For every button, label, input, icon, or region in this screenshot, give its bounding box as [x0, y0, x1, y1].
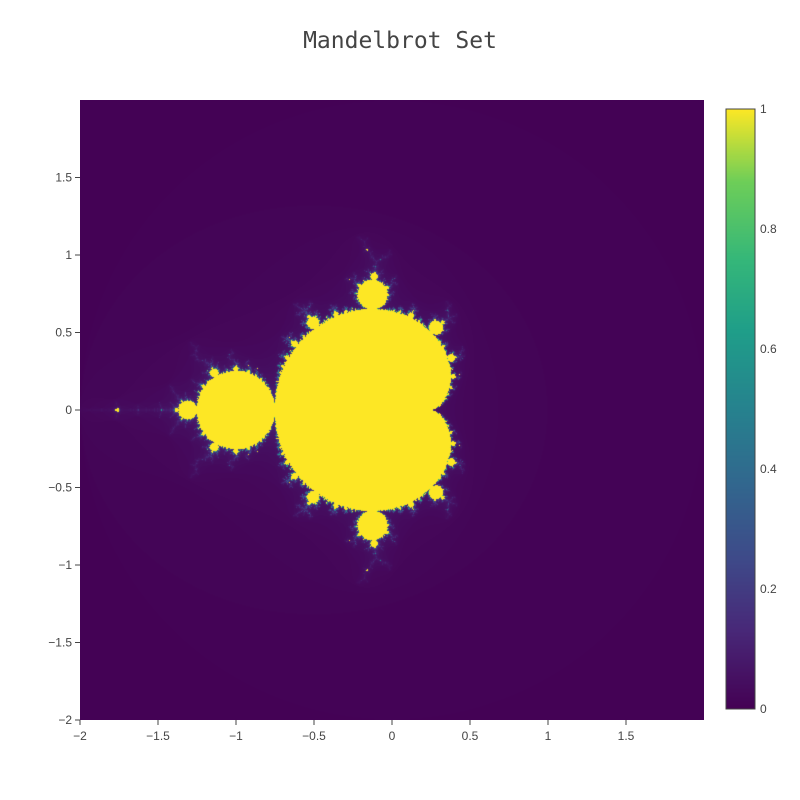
y-tick: 1	[65, 248, 80, 262]
y-tick-label: −0.5	[48, 481, 72, 495]
x-tick-label: −0.5	[302, 729, 326, 743]
y-axis: −2 −1.5 −1 −0.5 0 0.5 1 1.5	[48, 171, 80, 727]
colorbar-tick: 0.6	[760, 342, 777, 356]
x-tick: −2	[73, 720, 87, 743]
x-tick-label: −1.5	[146, 729, 170, 743]
x-tick: −0.5	[302, 720, 326, 743]
y-tick-label: 0	[65, 403, 72, 417]
x-tick: 1.5	[618, 720, 635, 743]
y-tick-label: −2	[58, 713, 72, 727]
colorbar-tick-label: 0.8	[760, 222, 777, 236]
x-tick: −1	[229, 720, 243, 743]
colorbar-tick-label: 0.2	[760, 582, 777, 596]
y-tick-label: −1	[58, 558, 72, 572]
x-tick-label: 1.5	[618, 729, 635, 743]
x-tick-label: 0.5	[462, 729, 479, 743]
colorbar-tick: 1	[760, 102, 767, 116]
colorbar-tick: 0	[760, 702, 767, 716]
x-tick: 0.5	[462, 720, 479, 743]
x-tick: −1.5	[146, 720, 170, 743]
colorbar-tick-label: 0.4	[760, 462, 777, 476]
y-tick-label: 0.5	[55, 326, 72, 340]
y-tick: 0.5	[55, 326, 80, 340]
colorbar-outline	[725, 108, 756, 710]
colorbar-tick: 0.4	[760, 462, 777, 476]
colorbar-axis: 0 0.2 0.4 0.6 0.8 1	[760, 102, 777, 716]
y-tick-label: −1.5	[48, 636, 72, 650]
x-tick-label: 1	[545, 729, 552, 743]
colorbar-gradient	[726, 109, 755, 709]
x-tick: 1	[545, 720, 552, 743]
y-tick: 1.5	[55, 171, 80, 185]
colorbar-tick: 0.8	[760, 222, 777, 236]
colorbar-tick: 0.2	[760, 582, 777, 596]
x-tick-label: −1	[229, 729, 243, 743]
colorbar-tick-label: 1	[760, 102, 767, 116]
x-axis: −2 −1.5 −1 −0.5 0 0.5 1 1.5	[73, 720, 635, 743]
x-tick: 0	[389, 720, 396, 743]
x-tick-label: −2	[73, 729, 87, 743]
y-tick: −0.5	[48, 481, 80, 495]
x-tick-label: 0	[389, 729, 396, 743]
colorbar-tick-label: 0.6	[760, 342, 777, 356]
y-tick: 0	[65, 403, 80, 417]
chart-title: Mandelbrot Set	[303, 28, 497, 54]
y-tick-label: 1	[65, 248, 72, 262]
y-tick: −2	[58, 713, 80, 727]
colorbar-tick-label: 0	[760, 702, 767, 716]
mandelbrot-heatmap	[80, 100, 704, 720]
y-tick: −1	[58, 558, 80, 572]
y-tick: −1.5	[48, 636, 80, 650]
y-tick-label: 1.5	[55, 171, 72, 185]
